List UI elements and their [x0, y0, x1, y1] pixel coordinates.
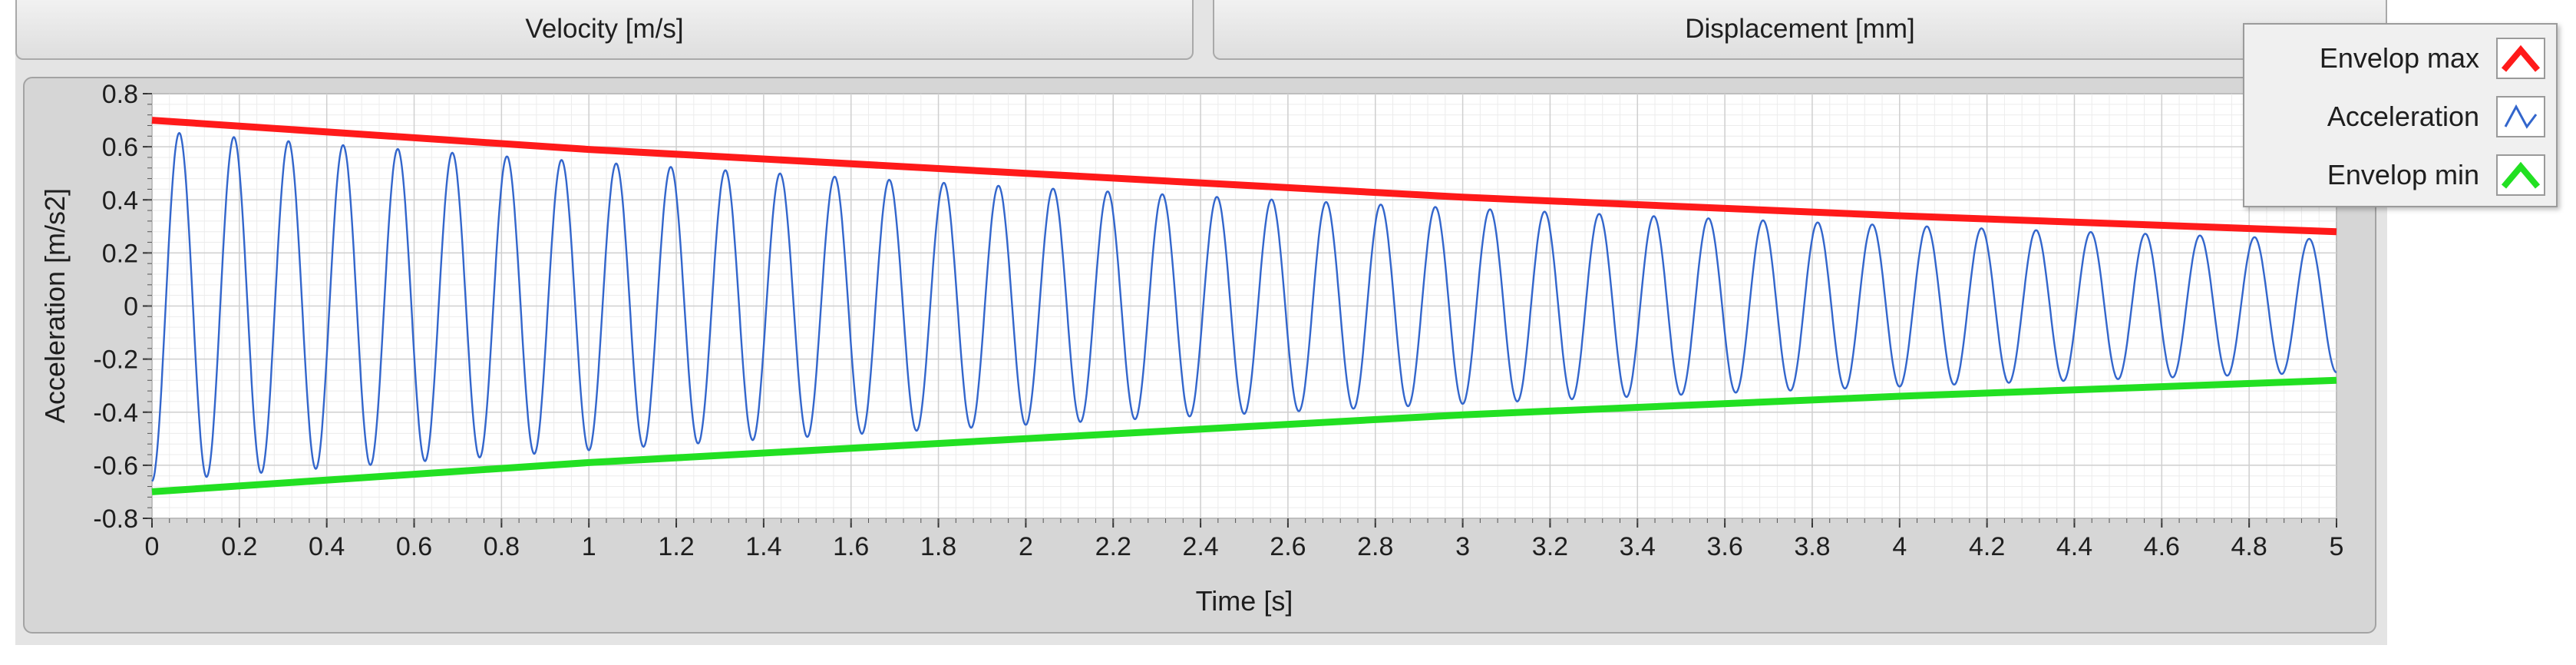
legend-item-acceleration[interactable]: Acceleration	[2244, 89, 2556, 144]
x-tick-label: 0.2	[221, 532, 257, 561]
y-tick-label: 0.2	[102, 239, 138, 268]
axis-ticks	[143, 93, 2337, 528]
x-tick-label: 2	[1019, 532, 1033, 561]
x-tick-label: 2.8	[1357, 532, 1393, 561]
y-tick-label: -0.8	[93, 505, 138, 534]
y-tick-label: -0.2	[93, 346, 138, 375]
x-tick-label: 0.8	[484, 532, 520, 561]
x-tick-label: 4.4	[2056, 532, 2092, 561]
x-tick-label: 3.6	[1706, 532, 1742, 561]
y-tick-label: -0.4	[93, 399, 138, 428]
y-tick-label: 0	[124, 293, 138, 322]
x-tick-label: 3.4	[1620, 532, 1656, 561]
x-tick-label: 0.4	[309, 532, 345, 561]
thick-line-icon[interactable]	[2496, 38, 2545, 79]
series-acceleration	[151, 131, 2337, 482]
x-tick-label: 0	[145, 532, 160, 561]
legend-label: Envelop max	[2319, 42, 2479, 74]
x-tick-labels: 0 0.2 0.4 0.6 0.8 1 1.2 1.4 1.6 1.8 2 2.2 2.4 2.6 2.8 3…	[145, 532, 2344, 561]
x-tick-label: 4	[1892, 532, 1907, 561]
series-envelop-min	[151, 376, 2337, 495]
legend-item-envelop-min[interactable]: Envelop min	[2244, 147, 2556, 203]
series-envelop-max	[151, 117, 2337, 236]
x-tick-label: 4.6	[2144, 532, 2180, 561]
x-tick-label: 1.2	[658, 532, 694, 561]
thin-line-icon[interactable]	[2496, 96, 2545, 137]
series-group	[151, 117, 2337, 495]
x-tick-label: 1	[582, 532, 596, 561]
x-tick-label: 1.6	[833, 532, 869, 561]
legend-item-envelop-max[interactable]: Envelop max	[2244, 31, 2556, 86]
y-tick-label: 0.8	[102, 80, 138, 109]
thick-line-icon[interactable]	[2496, 154, 2545, 196]
x-tick-label: 5	[2330, 532, 2344, 561]
x-tick-label: 1.4	[745, 532, 781, 561]
tab-velocity-label: Velocity [m/s]	[525, 14, 684, 44]
x-tick-label: 4.2	[1969, 532, 2005, 561]
x-tick-label: 3	[1455, 532, 1470, 561]
x-tick-label: 2.6	[1270, 532, 1306, 561]
x-tick-label: 4.8	[2231, 532, 2267, 561]
x-axis-label: Time [s]	[1196, 585, 1293, 617]
x-tick-label: 3.2	[1532, 532, 1568, 561]
y-tick-label: 0.6	[102, 133, 138, 162]
plot-legend[interactable]: Envelop max Acceleration Envelop min	[2243, 23, 2558, 207]
legend-label: Envelop min	[2327, 159, 2479, 190]
y-axis-label: Acceleration [m/s2]	[39, 188, 71, 423]
x-tick-label: 2.2	[1095, 532, 1131, 561]
y-tick-label: -0.6	[93, 452, 138, 481]
tab-velocity[interactable]: Velocity [m/s]	[15, 0, 1194, 60]
x-tick-label: 0.6	[396, 532, 432, 561]
tab-displacement[interactable]: Displacement [mm]	[1213, 0, 2387, 60]
y-tick-label: 0.4	[102, 186, 138, 215]
x-tick-label: 1.8	[920, 532, 956, 561]
tab-displacement-label: Displacement [mm]	[1685, 14, 1915, 44]
x-tick-label: 3.8	[1794, 532, 1830, 561]
legend-label: Acceleration	[2327, 101, 2479, 132]
x-tick-label: 2.4	[1182, 532, 1218, 561]
y-tick-labels: 0.8 0.6 0.4 0.2 0 -0.2 -0.4 -0.6 -0.8	[93, 80, 138, 534]
